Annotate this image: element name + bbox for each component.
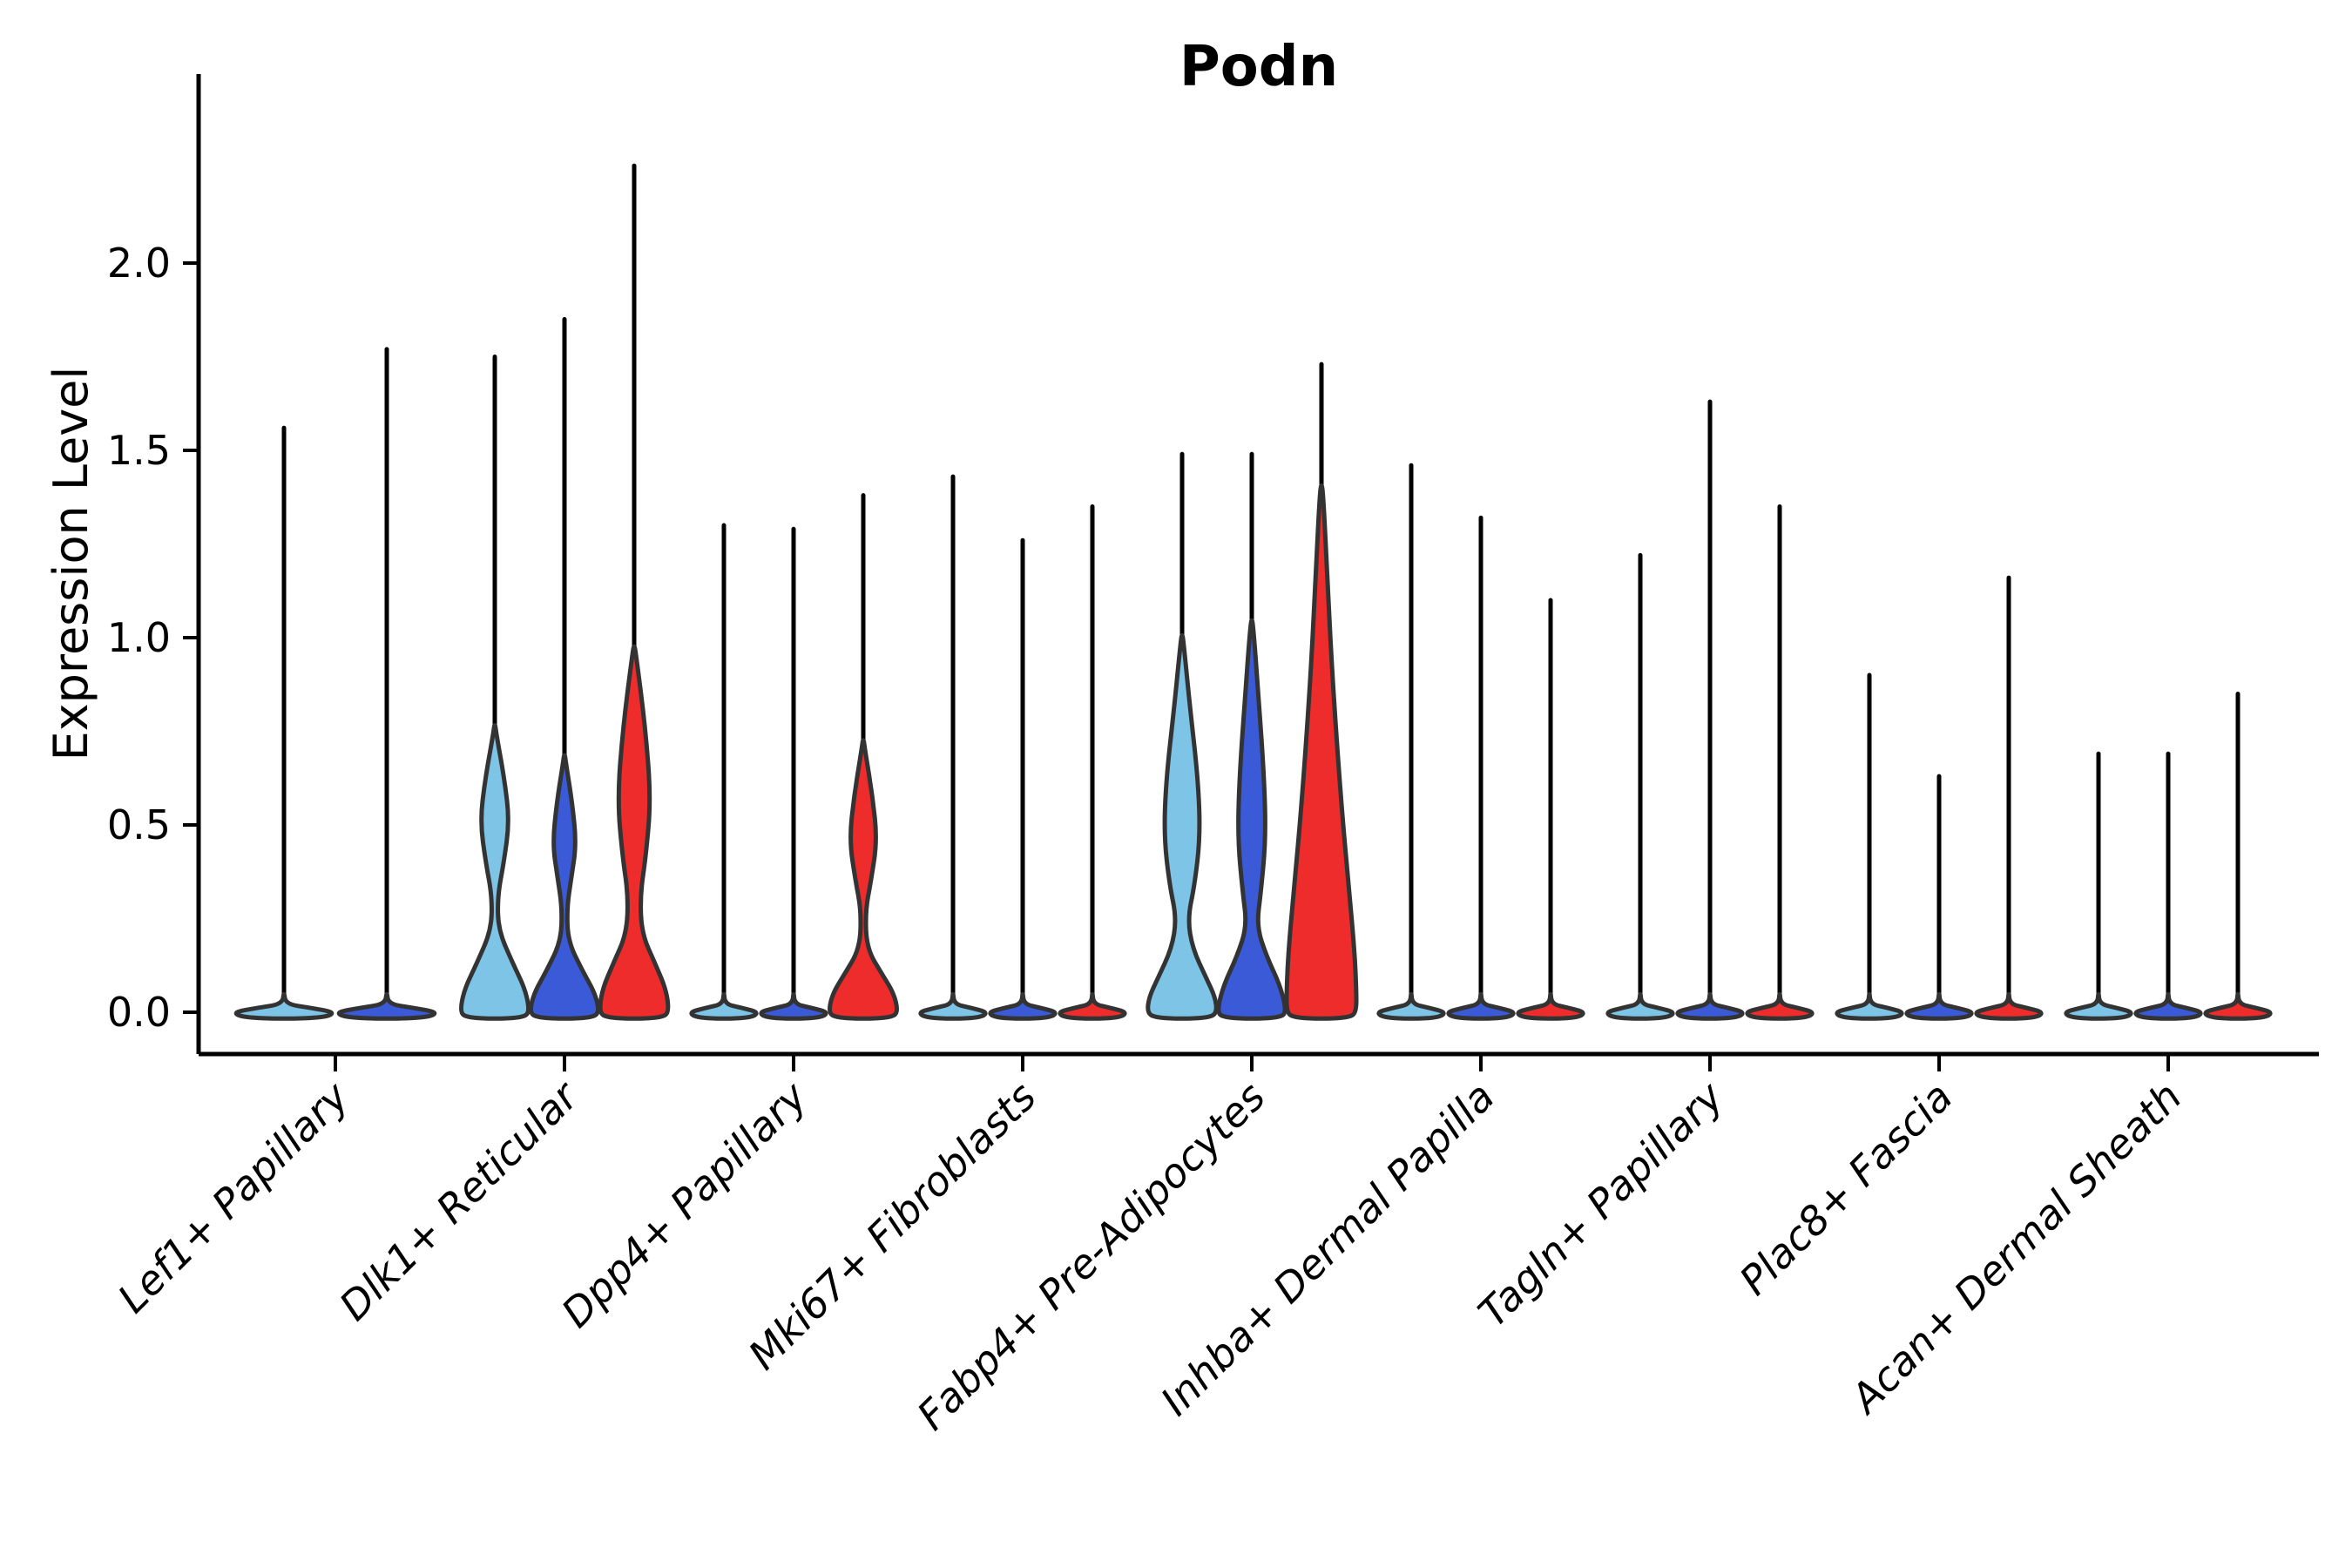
x-tick-label: Dlk1+ Reticular (330, 1071, 589, 1329)
violin-body-red (1058, 991, 1127, 1021)
violin-body-dark_blue (1216, 618, 1288, 1021)
violin-body-dark_blue (2133, 991, 2203, 1021)
chart-title: Podn (1179, 35, 1338, 99)
violin-body-red (2203, 991, 2273, 1021)
violin-body-red (1284, 483, 1359, 1021)
y-tick-label: 0.5 (107, 801, 171, 848)
violin-body-dark_blue (1446, 991, 1516, 1021)
violin-body-dark_blue (759, 991, 828, 1021)
x-tick-label: Lef1+ Papillary (109, 1072, 358, 1321)
x-tick-label: Plac8+ Fascia (1730, 1073, 1961, 1304)
violin-body-red (1974, 991, 2044, 1021)
x-tick-label: Tagln+ Papillary (1469, 1072, 1733, 1336)
y-axis-label: Expression Level (44, 367, 98, 761)
y-tick-label: 1.0 (107, 614, 171, 661)
violin-body-light_blue (918, 991, 988, 1021)
violin-body-dark_blue (988, 991, 1058, 1021)
violin-body-red (828, 738, 899, 1021)
violin-body-red (1516, 991, 1585, 1021)
violin-body-light_blue (1376, 991, 1446, 1021)
violin-body-red (598, 644, 671, 1021)
violin-body-light_blue (689, 991, 759, 1021)
violin-body-light_blue (2064, 991, 2133, 1021)
violin-body-dark_blue (529, 753, 600, 1021)
violin-body-red (1745, 991, 1815, 1021)
violin-body-light_blue (1835, 991, 1904, 1021)
y-tick-label: 1.5 (107, 427, 171, 474)
y-tick-label: 2.0 (107, 240, 171, 287)
violin-body-light_blue (1146, 632, 1219, 1021)
violin-body-dark_blue (336, 991, 437, 1021)
violin-body-dark_blue (1904, 991, 1974, 1021)
y-tick-label: 0.0 (107, 989, 171, 1036)
x-tick-label: Dpp4+ Papillary (552, 1072, 816, 1336)
violin-body-light_blue (233, 991, 335, 1021)
violin-body-light_blue (1605, 991, 1675, 1021)
violin-body-dark_blue (1675, 991, 1745, 1021)
violin-body-light_blue (459, 723, 531, 1021)
